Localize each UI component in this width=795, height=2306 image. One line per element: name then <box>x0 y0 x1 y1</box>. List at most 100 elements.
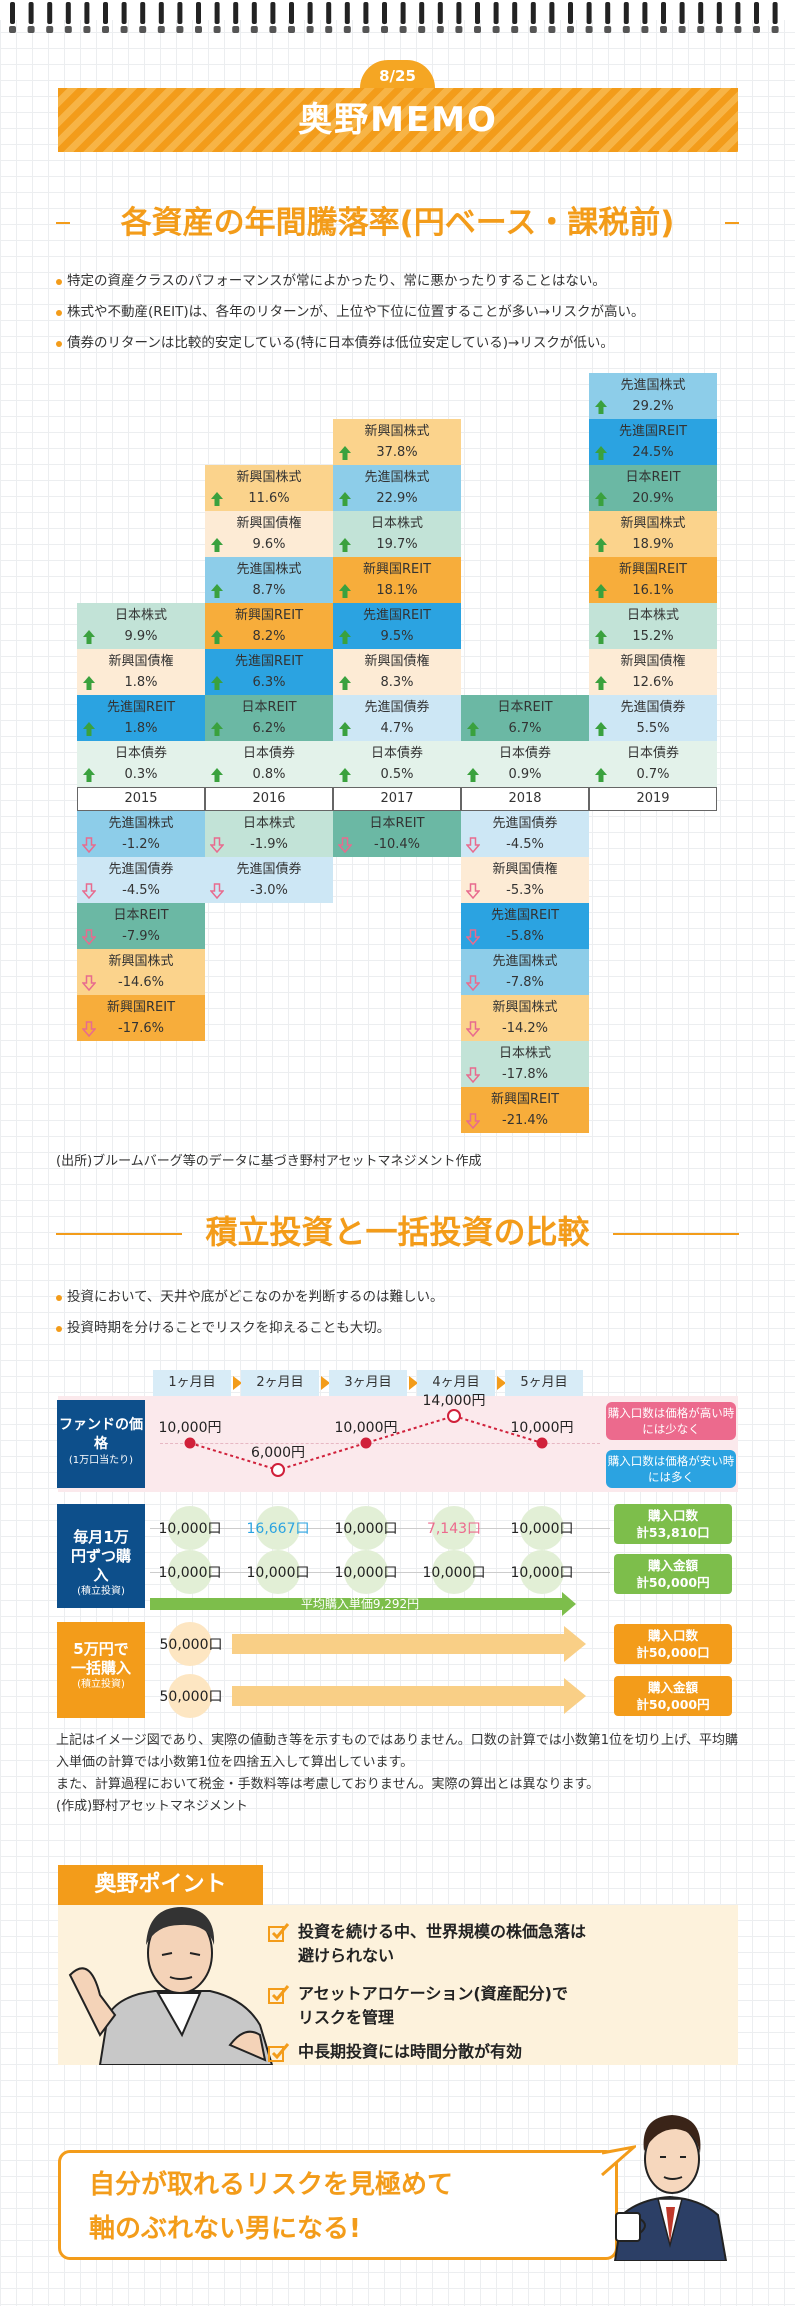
spiral-hole <box>102 26 109 33</box>
asset-name: 先進国株式 <box>236 562 302 577</box>
spiral-ring <box>475 2 480 24</box>
arrow-up-icon <box>83 630 95 644</box>
chart-cell-negative: 先進国債券 -4.5% <box>461 811 589 857</box>
chart-cell-positive: 先進国株式 22.9% <box>333 465 461 511</box>
chart-cell-positive: 先進国REIT 9.5% <box>333 603 461 649</box>
asset-return: 4.7% <box>380 721 414 736</box>
asset-name: 先進国REIT <box>362 608 432 623</box>
spiral-ring <box>10 2 15 24</box>
spiral-hole <box>641 26 649 33</box>
asset-name: 新興国株式 <box>364 424 430 439</box>
unit-bubble <box>168 1506 212 1550</box>
spiral-ring <box>307 2 313 24</box>
arrow-up-icon <box>595 630 607 644</box>
spiral-ring <box>382 2 387 24</box>
spiral-hole <box>120 26 128 33</box>
arrow-up-icon <box>339 630 351 644</box>
arrow-down-icon <box>466 975 480 991</box>
point-tab: 奥野ポイント <box>58 1865 263 1905</box>
arrow-down-icon <box>210 883 224 899</box>
spiral-ring <box>419 2 425 24</box>
bullet-item: 投資において、天井や底がどこなのかを判断するのは難しい。 <box>56 1282 444 1313</box>
asset-name: 日本債券 <box>626 746 679 761</box>
lump-arrow-bar <box>232 1634 564 1654</box>
arrow-up-icon <box>211 722 223 736</box>
spiral-ring <box>679 2 685 24</box>
chart-source: (出所)ブルームバーグ等のデータに基づき野村アセットマネジメント作成 <box>56 1154 482 1169</box>
spiral-hole <box>622 26 630 33</box>
spiral-ring <box>437 2 443 24</box>
chart-cell-negative: 新興国REIT -21.4% <box>461 1087 589 1133</box>
asset-name: 新興国REIT <box>234 608 304 623</box>
title-line-left <box>56 222 70 224</box>
spiral-ring <box>28 2 34 24</box>
asset-return: 6.7% <box>508 721 542 736</box>
unit-bubble <box>520 1506 564 1550</box>
asset-name: 日本債券 <box>114 746 167 761</box>
point-text: 投資を続ける中、世界規模の株価急落は 避けられない <box>298 1922 587 1965</box>
chart-cell-negative: 日本REIT -10.4% <box>333 811 461 857</box>
asset-name: 先進国REIT <box>490 908 560 923</box>
arrow-up-icon <box>339 584 351 598</box>
year-label: 2017 <box>333 787 461 811</box>
spiral-ring <box>344 2 350 24</box>
spiral-hole <box>362 26 370 33</box>
asset-return: 0.5% <box>380 767 414 782</box>
asset-return: 8.2% <box>252 629 286 644</box>
spiral-hole <box>715 26 723 33</box>
arrow-down-icon <box>82 883 96 899</box>
units-purchased: 10,000口 <box>510 1521 574 1537</box>
chart-cell-positive: 日本株式 9.9% <box>77 603 205 649</box>
arrow-down-icon <box>466 1113 480 1129</box>
spiral-hole <box>288 26 295 33</box>
lump-amount: 50,000口 <box>159 1689 223 1705</box>
section2-title: 積立投資と一括投資の比較 <box>205 1213 590 1251</box>
spiral-ring <box>233 2 239 24</box>
section1-title: 各資産の年間騰落率(円ベース・課税前) <box>120 205 675 241</box>
month-label: 3ヶ月目 <box>329 1370 407 1396</box>
monthly-label-main: 毎月1万円ずつ購入 <box>71 1528 132 1584</box>
asset-return: -1.2% <box>122 837 160 852</box>
bullet-item: 特定の資産クラスのパフォーマンスが常によかったり、常に悪かったりすることはない。 <box>56 266 645 297</box>
month-arrow-icon <box>321 1376 330 1390</box>
asset-return: 12.6% <box>632 675 674 690</box>
asset-return: -10.4% <box>374 837 420 852</box>
total-units-lump: 購入口数 計50,000口 <box>614 1624 732 1664</box>
spiral-ring <box>512 2 518 24</box>
asset-name: 日本株式 <box>370 516 423 531</box>
spiral-ring <box>549 2 555 24</box>
arrow-down-icon <box>210 837 224 853</box>
spiral-hole <box>548 26 556 33</box>
asset-return: -4.5% <box>122 883 160 898</box>
arrow-down-icon <box>82 975 96 991</box>
arrow-down-icon <box>82 837 96 853</box>
chart-cell-positive: 日本債券 0.8% <box>205 741 333 787</box>
asset-return: 20.9% <box>632 491 674 506</box>
chart-cell-positive: 新興国債権 9.6% <box>205 511 333 557</box>
asset-return: 37.8% <box>376 445 418 460</box>
date-tab: 8/25 <box>360 60 435 88</box>
chart-cell-negative: 先進国株式 -7.8% <box>461 949 589 995</box>
amount-purchased: 10,000口 <box>510 1565 574 1581</box>
asset-return: -21.4% <box>502 1113 548 1128</box>
spiral-hole <box>64 26 72 33</box>
spiral-hole <box>306 26 314 33</box>
asset-name: 日本債券 <box>498 746 551 761</box>
spiral-ring <box>661 2 666 24</box>
chart-cell-positive: 新興国債権 8.3% <box>333 649 461 695</box>
chart-cell-negative: 新興国REIT -17.6% <box>77 995 205 1041</box>
spiral-hole <box>678 26 686 33</box>
arrow-up-icon <box>467 768 479 782</box>
spiral-hole <box>157 26 165 33</box>
arrow-up-icon <box>211 630 223 644</box>
asset-name: 新興国債権 <box>108 654 174 669</box>
point-text: 中長期投資には時間分散が有効 <box>298 2042 523 2061</box>
spiral-ring <box>177 2 183 24</box>
spiral-hole <box>195 26 202 33</box>
year-label: 2016 <box>205 787 333 811</box>
units-purchased: 16,667口 <box>246 1521 310 1537</box>
asset-return: 8.7% <box>252 583 286 598</box>
month-label: 4ヶ月目 <box>417 1370 495 1396</box>
lump-purchase-label: 5万円で一括購入 (積立投資) <box>57 1622 145 1718</box>
amount-bubble <box>520 1550 564 1594</box>
